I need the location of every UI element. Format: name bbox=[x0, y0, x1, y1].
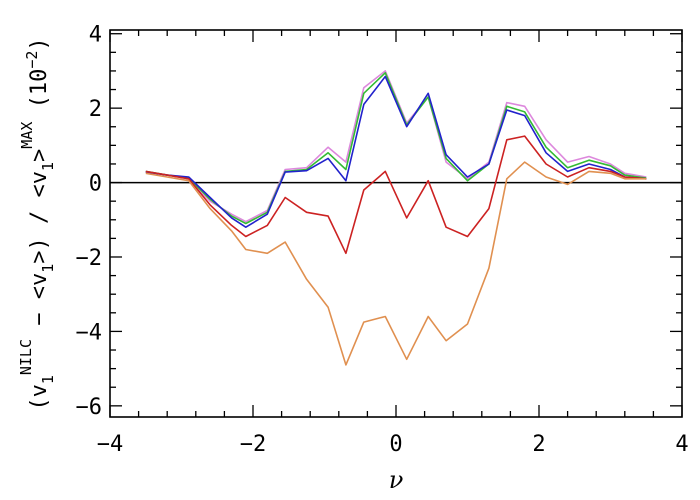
y-tick-label: 2 bbox=[89, 97, 102, 122]
series-line-1 bbox=[145, 70, 647, 223]
plot-frame bbox=[109, 29, 683, 418]
x-tick-label: −2 bbox=[240, 432, 267, 457]
series-line-2 bbox=[145, 72, 647, 225]
x-tick-label: 4 bbox=[675, 432, 688, 457]
y-tick-label: −2 bbox=[76, 246, 103, 271]
x-tick-label: −4 bbox=[97, 432, 124, 457]
x-tick-label: 2 bbox=[532, 432, 545, 457]
x-tick-label: 0 bbox=[389, 432, 402, 457]
y-axis-title: (v1NILC − <v1>) / <v1>MAX (10−2) bbox=[17, 37, 57, 410]
series-line-5 bbox=[145, 161, 647, 366]
y-tick-label: 4 bbox=[89, 23, 102, 48]
y-tick-label: 0 bbox=[89, 172, 102, 197]
series-line-4 bbox=[145, 135, 647, 255]
y-tick-label: −4 bbox=[76, 320, 103, 345]
x-axis-title: ν bbox=[389, 466, 404, 494]
series-line-3 bbox=[145, 75, 647, 228]
y-tick-label: −6 bbox=[76, 395, 103, 420]
